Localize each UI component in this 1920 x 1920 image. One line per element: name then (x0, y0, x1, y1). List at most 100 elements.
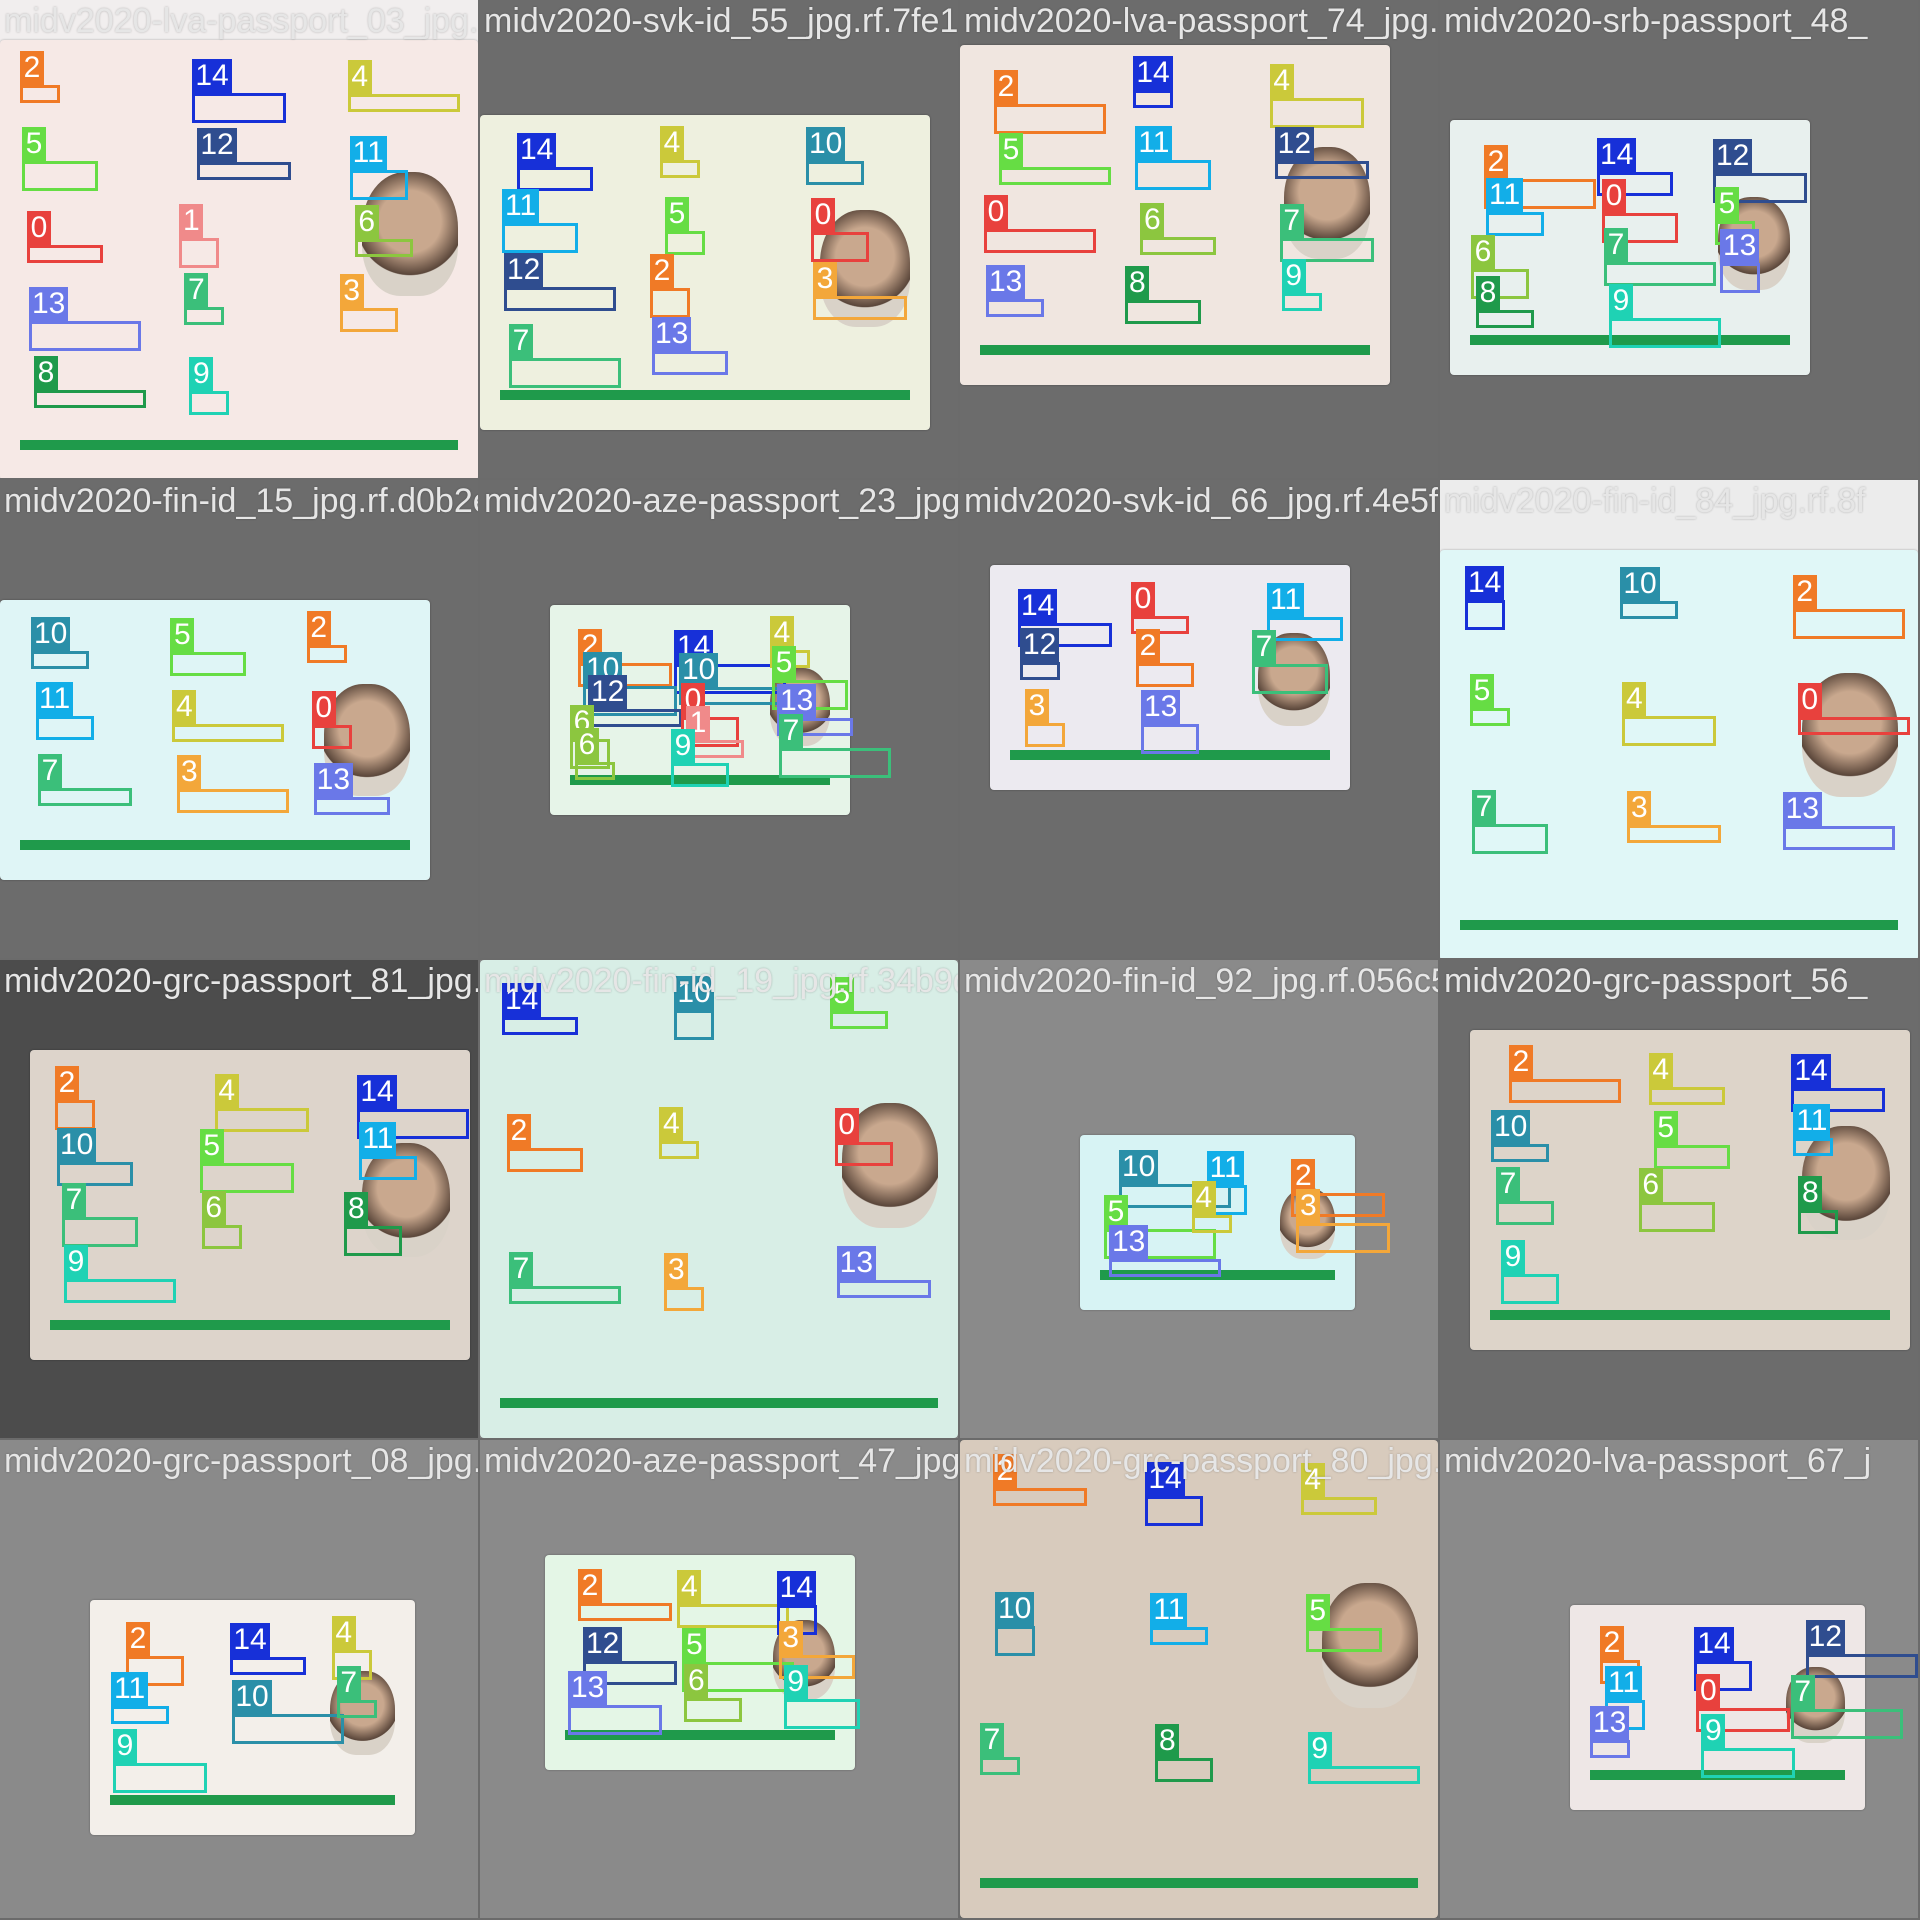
class-label: 10 (31, 617, 71, 651)
bounding-box: 3 (1627, 790, 1722, 843)
class-label: 7 (1604, 227, 1628, 262)
bounding-box: 14 (1791, 1054, 1886, 1112)
class-label: 0 (1131, 582, 1155, 616)
class-label: 8 (1476, 275, 1500, 310)
class-label: 0 (311, 691, 336, 725)
mrz-line (565, 1730, 835, 1740)
bounding-box: 4 (660, 126, 700, 178)
portrait-photo (362, 1143, 450, 1258)
bounding-box: 9 (1501, 1239, 1559, 1304)
class-label: 12 (1274, 126, 1315, 161)
bounding-box: 13 (986, 264, 1044, 317)
bounding-box: 9 (783, 1664, 860, 1729)
class-label: 5 (999, 132, 1023, 167)
class-label: 2 (650, 253, 674, 288)
bounding-box: 14 (1694, 1627, 1753, 1691)
bounding-box: 0 (311, 691, 352, 749)
class-label: 3 (778, 1621, 803, 1656)
mosaic-tile: 2 14 12 11 0 5 6 7 13 8 9 midv2020-srb-passport_48_ (1440, 0, 1918, 478)
mosaic-tile: 14 0 11 12 2 7 3 13 midv2020-svk-id_66_jpg.rf.4e… (960, 480, 1438, 958)
bounding-box: 2 (578, 1569, 672, 1621)
class-label: 4 (1191, 1181, 1216, 1215)
bounding-box: 9 (1701, 1714, 1796, 1778)
bounding-box: 2 (1484, 145, 1596, 209)
bounding-box: 5 (999, 132, 1111, 185)
class-label: 11 (1605, 1666, 1643, 1700)
class-label: 7 (1252, 629, 1276, 664)
bounding-box: 2 (20, 51, 60, 103)
bounding-box: 2 (306, 611, 347, 663)
class-label: 2 (55, 1066, 79, 1100)
bounding-box: 11 (502, 189, 578, 254)
class-label: 10 (1620, 567, 1660, 601)
tile-filename: midv2020-fin-id_15_jpg.rf.d0b2e99f10a0d (4, 482, 478, 520)
bounding-box: 10 (1620, 567, 1679, 619)
class-label: 14 (776, 1571, 817, 1605)
class-label: 14 (357, 1075, 397, 1109)
class-label: 7 (1279, 204, 1304, 238)
bounding-box: 12 (1274, 126, 1369, 179)
class-label: 3 (664, 1253, 689, 1287)
mrz-line (110, 1795, 395, 1805)
class-label: 14 (1018, 589, 1058, 623)
bounding-box: 3 (813, 261, 907, 320)
bounding-box: 14 (517, 133, 593, 191)
bounding-box: 12 (1020, 627, 1060, 680)
tile-filename: midv2020-fin-id_92_jpg.rf.056c5923f0dd (964, 962, 1438, 1000)
class-label: 10 (806, 127, 846, 161)
class-label: 11 (36, 682, 74, 716)
class-label: 0 (811, 198, 835, 233)
class-label: 7 (62, 1183, 86, 1217)
mosaic-tile: 14 10 2 5 4 0 7 3 13 midv2020-fin-id_84_jpg.rf.8f (1440, 480, 1918, 958)
tile-filename: midv2020-srb-passport_48_ (1444, 2, 1868, 40)
mrz-line (20, 840, 410, 850)
class-label: 13 (1590, 1706, 1630, 1740)
class-label: 7 (1496, 1167, 1520, 1201)
class-label: 6 (354, 205, 379, 239)
class-label: 4 (1300, 1463, 1325, 1497)
class-label: 7 (336, 1666, 361, 1700)
class-label: 11 (1206, 1151, 1244, 1185)
bounding-box: 4 (1300, 1463, 1377, 1515)
bounding-box: 4 (172, 690, 285, 742)
class-label: 2 (1792, 575, 1817, 609)
class-label: 14 (1597, 138, 1637, 172)
bounding-box: 13 (1109, 1225, 1221, 1277)
bounding-box: 8 (1476, 275, 1534, 328)
class-label: 11 (1486, 178, 1524, 213)
bounding-box: 4 (1269, 64, 1364, 128)
class-label: 13 (1109, 1225, 1149, 1259)
class-label: 11 (349, 136, 387, 170)
mrz-line (50, 1320, 450, 1330)
class-label: 7 (980, 1723, 1004, 1757)
bounding-box: 3 (1025, 689, 1065, 748)
class-label: 13 (777, 684, 817, 718)
class-label: 3 (813, 261, 837, 296)
class-label: 0 (1696, 1674, 1721, 1708)
bounding-box: 7 (184, 273, 225, 325)
bounding-box: 13 (29, 287, 141, 351)
mosaic-tile: 2 14 4 11 10 7 9 midv2020-grc-passport_08_jpg.r… (0, 1440, 478, 1918)
class-label: 5 (682, 1628, 707, 1663)
class-label: 14 (1145, 1462, 1185, 1496)
class-label: 4 (172, 690, 197, 724)
bounding-box: 2 (1509, 1045, 1621, 1103)
class-label: 3 (1296, 1189, 1321, 1223)
class-label: 4 (659, 1107, 684, 1141)
bounding-box: 11 (1135, 125, 1212, 190)
bounding-box: 0 (834, 1108, 893, 1166)
bounding-box: 9 (1609, 283, 1721, 348)
mrz-line (980, 345, 1370, 355)
class-label: 6 (201, 1191, 226, 1225)
class-label: 9 (113, 1729, 137, 1763)
class-label: 2 (306, 611, 331, 645)
class-label: 9 (1501, 1239, 1525, 1274)
bounding-box: 8 (344, 1192, 403, 1256)
class-label: 12 (504, 252, 544, 287)
bounding-box: 13 (313, 763, 390, 815)
bounding-box: 10 (995, 1592, 1035, 1656)
bounding-box: 11 (1793, 1103, 1834, 1156)
bounding-box: 9 (671, 729, 729, 787)
class-label: 12 (197, 128, 237, 162)
bounding-box: 5 (1305, 1594, 1382, 1652)
